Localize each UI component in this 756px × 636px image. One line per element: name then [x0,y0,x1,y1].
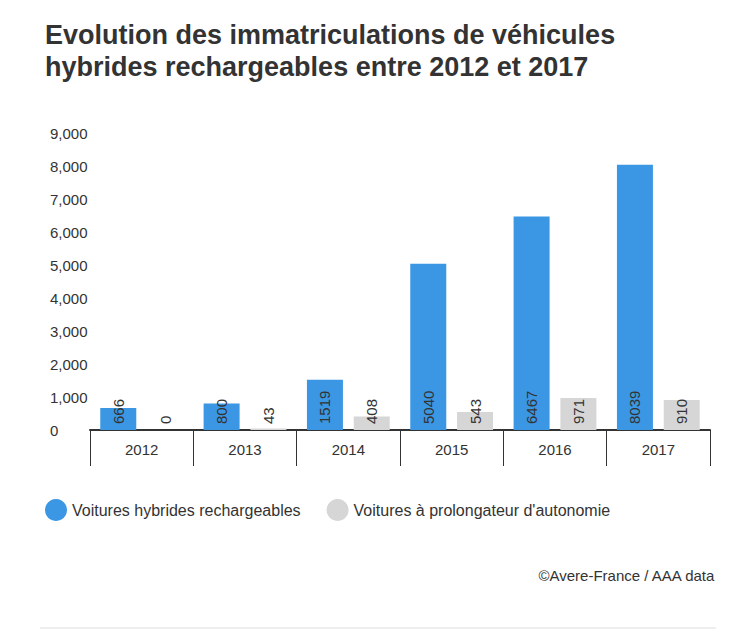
svg-text:2012: 2012 [125,441,158,458]
svg-text:8039: 8039 [626,391,643,424]
svg-text:Evolution des immatriculations: Evolution des immatriculations de véhicu… [45,20,623,50]
svg-text:hybrides rechargeables entre 2: hybrides rechargeables entre 2012 et 201… [45,52,588,82]
svg-text:3,000: 3,000 [50,323,88,340]
svg-text:800: 800 [213,399,230,424]
svg-text:543: 543 [467,399,484,424]
svg-text:8,000: 8,000 [50,158,88,175]
svg-text:Voitures hybrides rechargeable: Voitures hybrides rechargeables [72,502,301,519]
svg-text:6,000: 6,000 [50,224,88,241]
svg-text:6467: 6467 [523,391,540,424]
svg-text:408: 408 [363,399,380,424]
svg-text:1519: 1519 [316,391,333,424]
svg-text:0: 0 [50,422,58,439]
svg-text:1,000: 1,000 [50,389,88,406]
svg-text:0: 0 [157,416,174,424]
svg-text:5040: 5040 [420,391,437,424]
svg-text:9,000: 9,000 [50,125,88,142]
svg-text:5,000: 5,000 [50,257,88,274]
svg-text:2017: 2017 [642,441,675,458]
svg-text:910: 910 [673,399,690,424]
svg-text:Voitures à prolongateur d'auto: Voitures à prolongateur d'autonomie [354,502,611,519]
svg-text:2014: 2014 [332,441,365,458]
svg-text:2015: 2015 [435,441,468,458]
svg-text:4,000: 4,000 [50,290,88,307]
svg-text:©Avere-France / AAA data: ©Avere-France / AAA data [538,567,715,584]
svg-text:971: 971 [570,399,587,424]
svg-text:666: 666 [110,399,127,424]
svg-text:2,000: 2,000 [50,356,88,373]
svg-text:43: 43 [260,407,277,424]
svg-text:7,000: 7,000 [50,191,88,208]
svg-text:2016: 2016 [538,441,571,458]
svg-text:2013: 2013 [228,441,261,458]
